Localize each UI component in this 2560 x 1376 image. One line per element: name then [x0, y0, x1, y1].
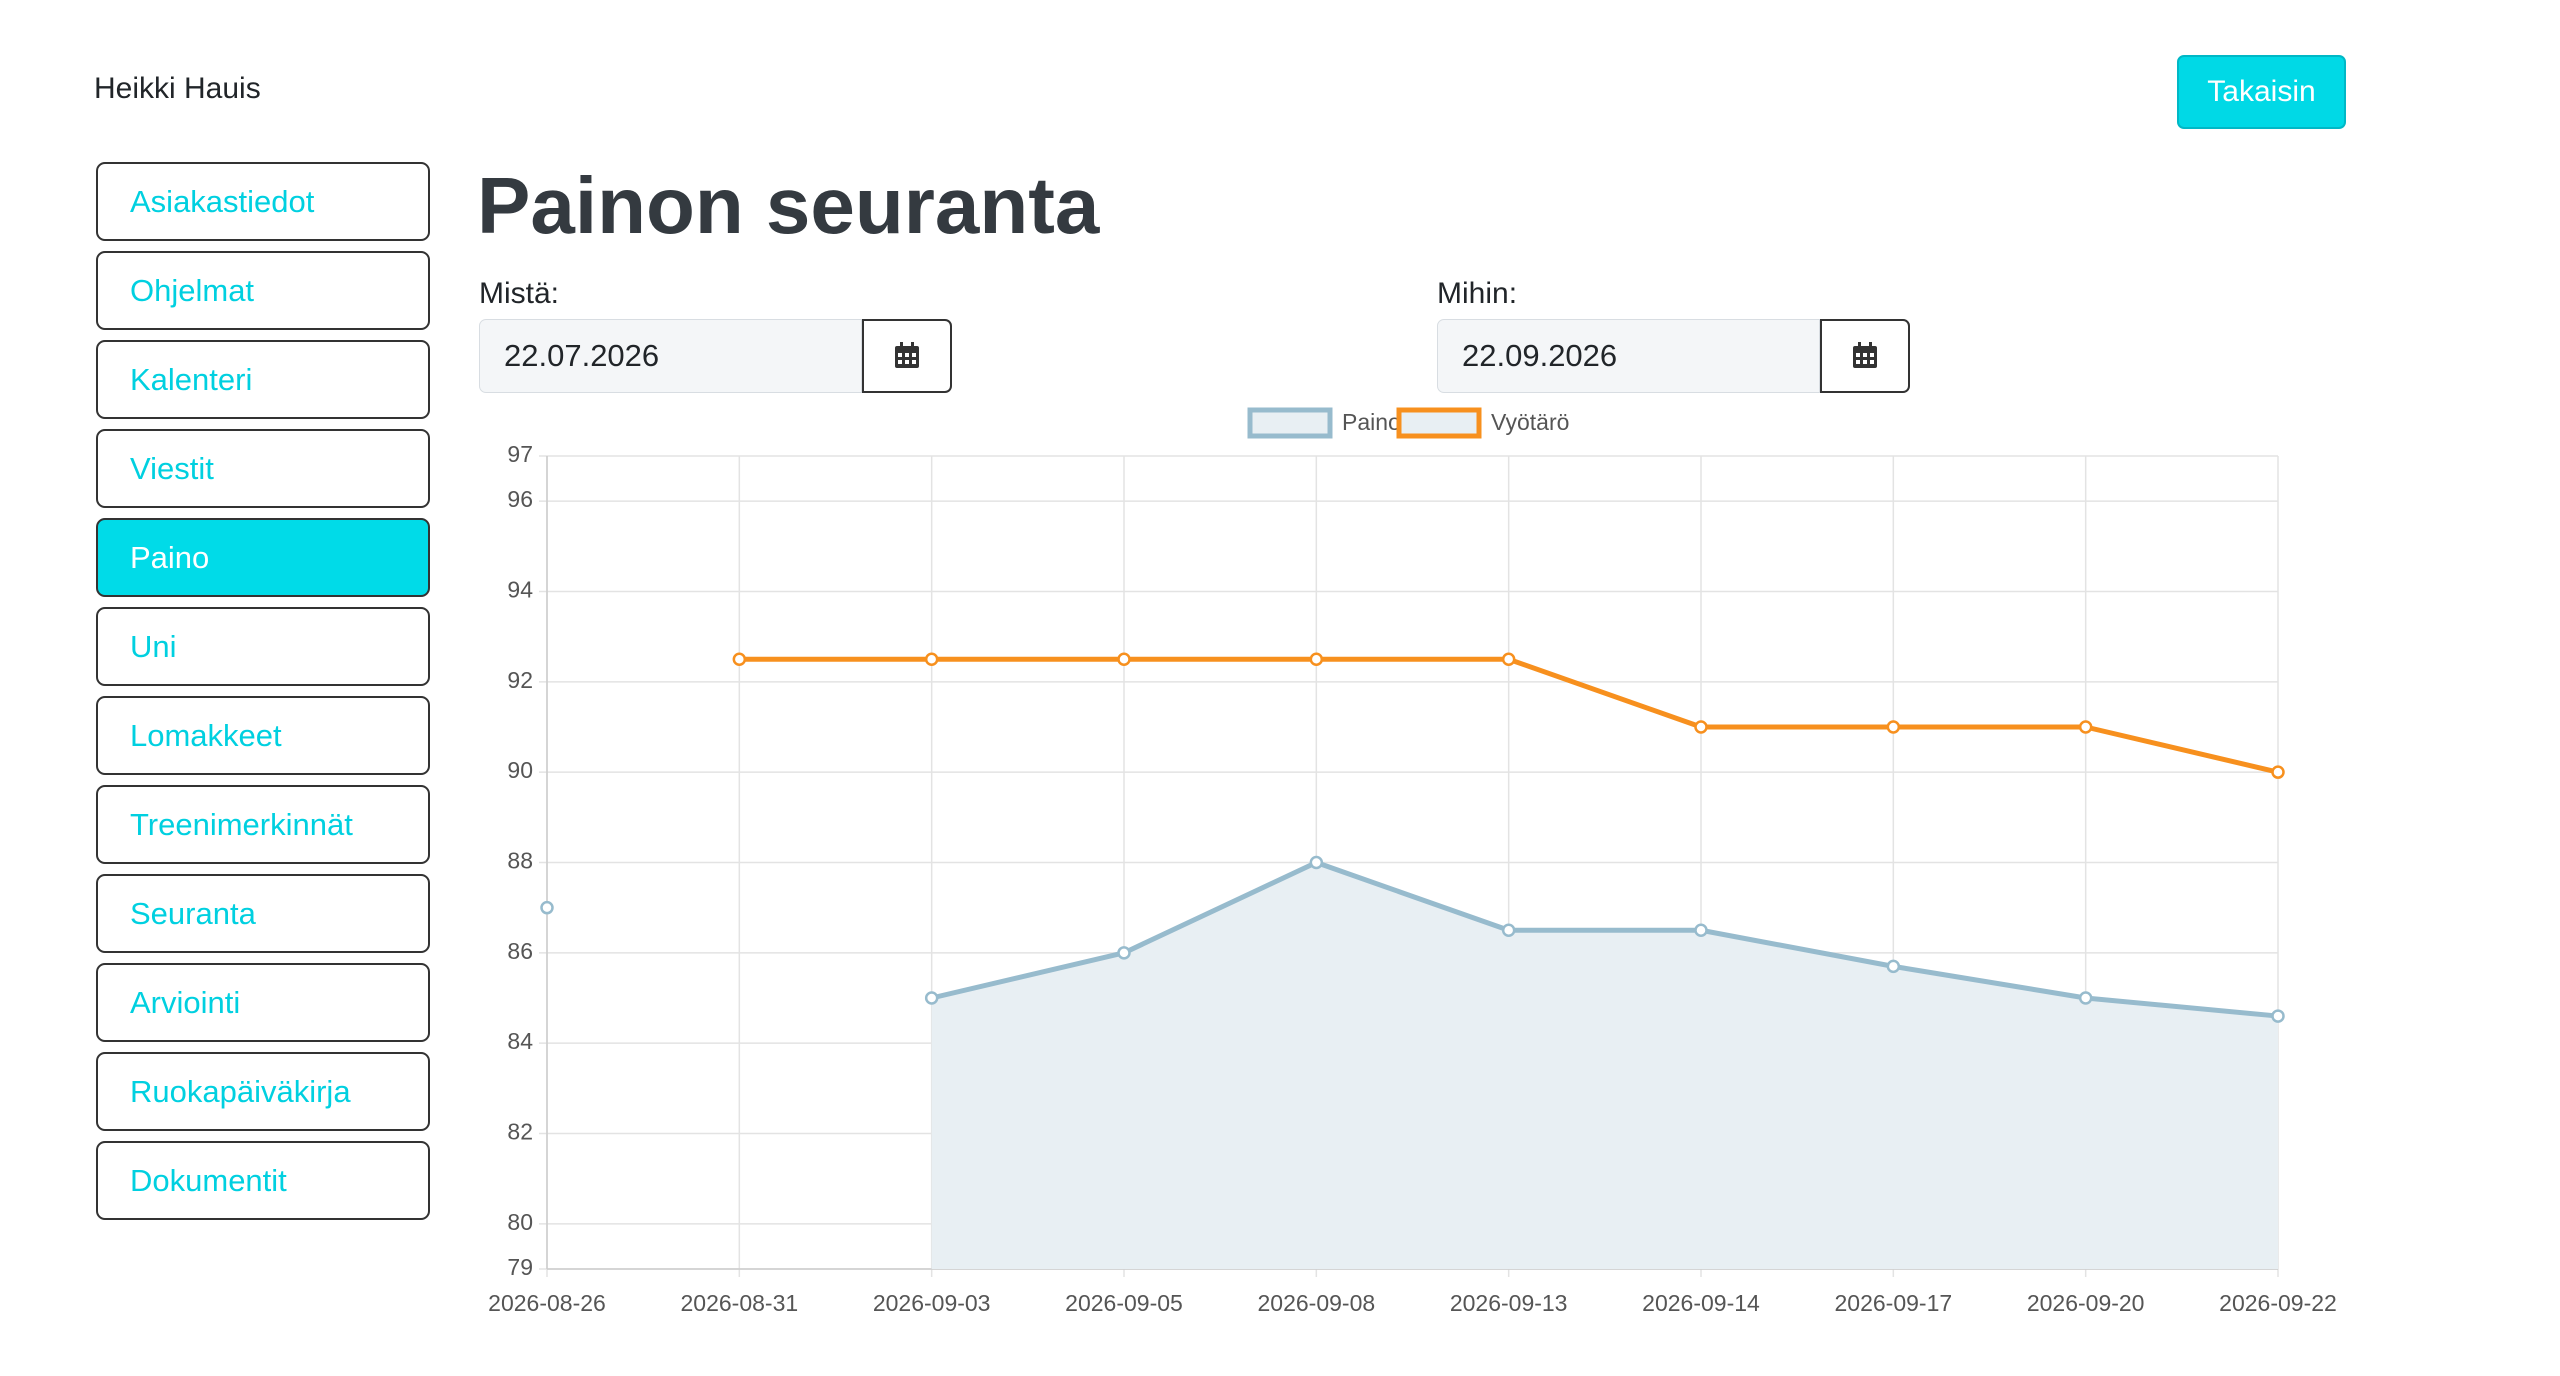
nav-item[interactable]: Ohjelmat: [96, 251, 430, 330]
x-tick-label: 2026-09-22: [2219, 1290, 2337, 1316]
x-tick-label: 2026-08-31: [681, 1290, 799, 1316]
legend-label: Paino: [1342, 409, 1401, 435]
nav-item[interactable]: Seuranta: [96, 874, 430, 953]
point: [1694, 720, 1708, 734]
nav-item[interactable]: Kalenteri: [96, 340, 430, 419]
point: [732, 652, 747, 666]
y-tick-label: 94: [507, 577, 533, 603]
user-name: Heikki Hauis: [94, 72, 261, 105]
nav-item[interactable]: Treenimerkinnät: [96, 785, 430, 864]
to-calendar-button[interactable]: [1820, 319, 1910, 393]
point: [1501, 652, 1516, 666]
y-tick-label: 80: [507, 1209, 533, 1235]
point: [2271, 765, 2285, 779]
x-tick-label: 2026-09-08: [1258, 1290, 1376, 1316]
y-tick-label: 82: [507, 1119, 533, 1145]
point: [1694, 923, 1708, 937]
back-button[interactable]: Takaisin: [2177, 55, 2346, 129]
calendar-icon: [895, 342, 919, 368]
nav-item[interactable]: Asiakastiedot: [96, 162, 430, 241]
calendar-icon: [1853, 342, 1877, 368]
point: [2271, 1009, 2285, 1023]
x-tick-label: 2026-09-13: [1450, 1290, 1568, 1316]
page-title: Painon seuranta: [477, 161, 1100, 250]
legend-label: Vyötärö: [1491, 409, 1569, 435]
y-tick-label: 79: [507, 1254, 533, 1280]
line: [931, 860, 2279, 1019]
y-tick-label: 96: [507, 486, 533, 512]
y-tick-label: 84: [507, 1028, 533, 1054]
to-input[interactable]: 22.09.2026: [1437, 319, 1820, 393]
y-tick-label: 92: [507, 667, 533, 693]
x-tick-label: 2026-09-03: [873, 1290, 991, 1316]
x-tick-label: 2026-09-17: [1835, 1290, 1953, 1316]
nav-item[interactable]: Paino: [96, 518, 430, 597]
from-calendar-button[interactable]: [862, 319, 952, 393]
point: [1886, 959, 1901, 974]
point: [1886, 720, 1901, 734]
point: [924, 991, 939, 1005]
area: [931, 862, 2278, 1269]
to-label: Mihin:: [1437, 277, 1518, 310]
nav-item[interactable]: Arviointi: [96, 963, 430, 1042]
nav-item[interactable]: Lomakkeet: [96, 696, 430, 775]
y-tick-label: 88: [507, 848, 533, 874]
x-tick-label: 2026-08-26: [488, 1290, 606, 1316]
x-tick-label: 2026-09-05: [1065, 1290, 1183, 1316]
point: [1309, 855, 1324, 870]
point: [1117, 652, 1131, 666]
legend-swatch: [1247, 407, 1333, 439]
y-tick-label: 90: [507, 757, 533, 783]
nav-item[interactable]: Uni: [96, 607, 430, 686]
point: [2078, 991, 2093, 1005]
point: [1501, 923, 1516, 937]
y-tick-label: 86: [507, 938, 533, 964]
point: [1309, 652, 1324, 666]
from-input[interactable]: 22.07.2026: [479, 319, 862, 393]
point: [1117, 946, 1131, 960]
y-tick-label: 97: [507, 441, 533, 467]
x-tick-label: 2026-09-20: [2027, 1290, 2145, 1316]
nav-item[interactable]: Ruokapäiväkirja: [96, 1052, 430, 1131]
from-label: Mistä:: [479, 277, 560, 310]
point: [2078, 720, 2093, 734]
point: [924, 652, 939, 666]
legend-swatch: [1396, 407, 1482, 439]
nav-item[interactable]: Dokumentit: [96, 1141, 430, 1220]
point: [540, 900, 554, 915]
x-tick-label: 2026-09-14: [1642, 1290, 1760, 1316]
nav-item[interactable]: Viestit: [96, 429, 430, 508]
